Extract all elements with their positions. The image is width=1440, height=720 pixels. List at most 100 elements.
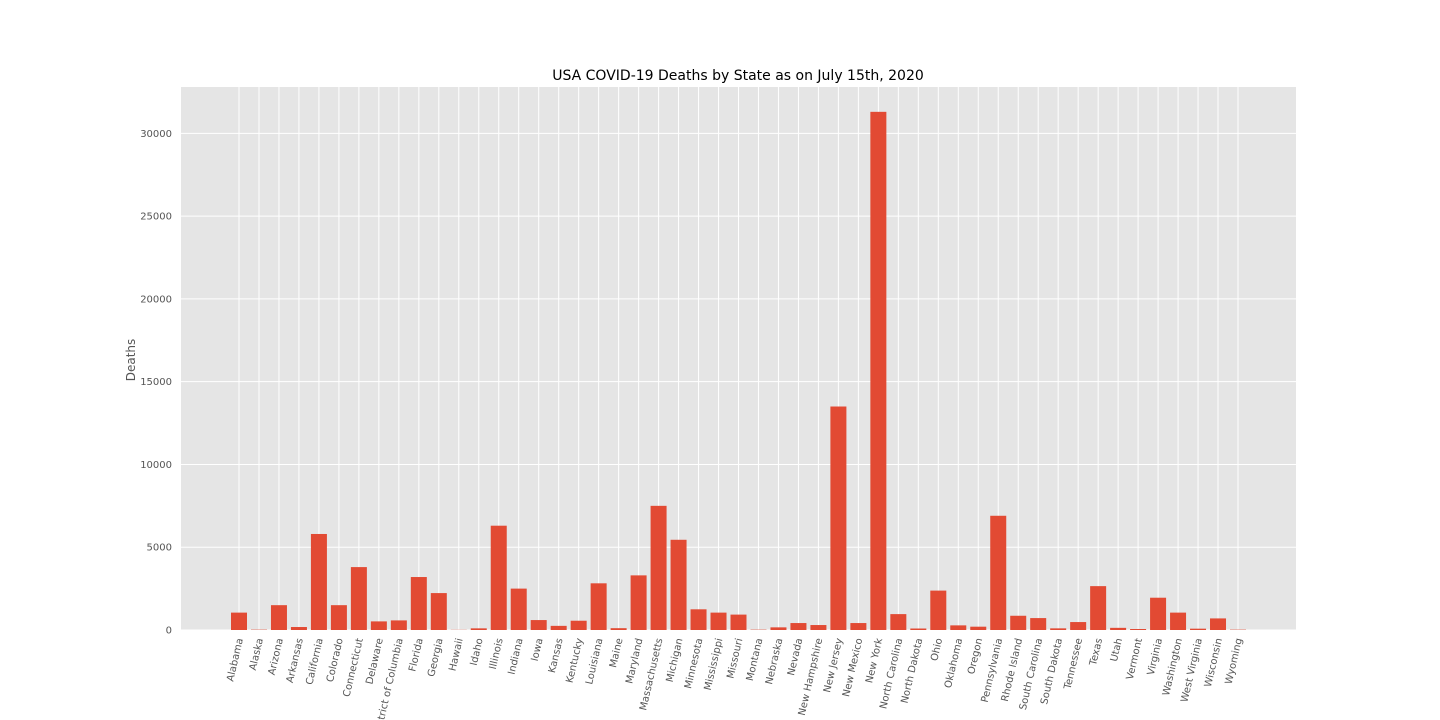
x-tick-label: Louisiana — [584, 637, 605, 685]
bar — [1050, 628, 1067, 630]
x-tick-label: Nebraska — [764, 637, 785, 685]
x-tick-label: Alaska — [248, 637, 266, 671]
x-tick-label: California — [304, 637, 325, 686]
bar — [490, 525, 507, 630]
x-tick-label: Florida — [407, 637, 425, 673]
x-tick-label: Nevada — [786, 637, 805, 677]
y-tick-label: 30000 — [140, 129, 172, 140]
chart-title: USA COVID-19 Deaths by State as on July … — [552, 68, 924, 84]
x-tick-label: Oregon — [966, 637, 985, 675]
x-tick-label: Maryland — [624, 637, 645, 685]
bar — [470, 628, 487, 630]
bar — [1150, 597, 1167, 630]
bar — [1070, 622, 1087, 630]
bar — [690, 609, 707, 630]
bar — [610, 628, 627, 630]
x-tick-label: Virginia — [1146, 637, 1165, 676]
bar — [570, 620, 587, 630]
bar — [390, 620, 407, 630]
bar — [370, 621, 387, 630]
x-tick-label: Maine — [608, 637, 625, 669]
bar — [850, 623, 867, 630]
bar — [890, 614, 907, 630]
bar — [270, 605, 287, 630]
x-tick-label: Idaho — [469, 637, 486, 667]
x-tick-label: Tennessee — [1062, 637, 1085, 691]
bar — [231, 612, 247, 630]
x-tick-label: Wyoming — [1224, 637, 1245, 685]
y-tick-label: 10000 — [140, 460, 172, 471]
x-tick-label: Iowa — [530, 637, 546, 662]
x-tick-label: Utah — [1109, 637, 1125, 663]
bar — [1010, 615, 1027, 630]
bar — [330, 605, 347, 630]
bar — [350, 567, 367, 630]
bar — [630, 575, 647, 630]
bar — [430, 593, 447, 630]
y-axis-label: Deaths — [124, 339, 138, 382]
x-tick-label: Indiana — [507, 637, 526, 676]
x-tick-label: Connecticut — [342, 637, 366, 698]
bar — [710, 612, 727, 630]
x-tick-label: Minnesota — [683, 637, 705, 690]
bar — [510, 588, 527, 630]
x-tick-label: New York — [864, 637, 885, 684]
bar — [290, 627, 307, 630]
bar — [990, 515, 1007, 630]
x-tick-label: West Virginia — [1180, 637, 1205, 703]
bar — [550, 625, 567, 630]
bar — [930, 590, 947, 630]
x-tick-label: New Jersey — [822, 637, 845, 694]
x-tick-label: Missouri — [725, 637, 745, 680]
bar — [1170, 612, 1187, 630]
x-tick-label: Delaware — [364, 637, 385, 685]
x-tick-label: Oklahoma — [943, 637, 965, 689]
x-tick-label: Ohio — [929, 637, 945, 662]
bar — [810, 625, 827, 630]
bar — [950, 625, 967, 630]
bar — [650, 505, 667, 630]
bar — [590, 583, 607, 630]
y-tick-label: 5000 — [147, 543, 172, 554]
bar — [1210, 618, 1227, 630]
bar — [870, 111, 887, 630]
y-tick-label: 25000 — [140, 212, 172, 223]
x-tick-label: Kentucky — [565, 637, 586, 684]
bar — [1110, 627, 1127, 630]
x-tick-label: Michigan — [665, 637, 686, 683]
x-tick-label: Hawaii — [447, 637, 465, 672]
bar — [410, 577, 427, 630]
x-tick-label: Mississippi — [703, 637, 726, 691]
bar — [770, 627, 787, 630]
bar — [1190, 628, 1207, 630]
bar — [310, 533, 327, 630]
x-tick-label: Montana — [745, 637, 766, 682]
x-tick-label: Texas — [1088, 637, 1105, 667]
bar — [530, 620, 547, 630]
x-tick-label: Alabama — [225, 637, 246, 682]
grid-lines — [181, 87, 1296, 631]
bar — [1090, 586, 1107, 630]
bar — [830, 406, 847, 630]
bar — [670, 539, 687, 630]
bar — [790, 623, 807, 630]
x-tick-label: Kansas — [547, 637, 566, 674]
y-tick-label: 0 — [166, 626, 172, 637]
bar — [1030, 618, 1047, 630]
y-axis-ticks: 0 5000 10000 15000 20000 25000 30000 — [140, 129, 172, 637]
x-tick-label: Arizona — [267, 637, 286, 676]
y-tick-label: 20000 — [140, 294, 172, 305]
x-tick-label: Wisconsin — [1203, 637, 1225, 688]
y-tick-label: 15000 — [140, 377, 172, 388]
x-tick-label: Vermont — [1125, 637, 1145, 681]
bar — [730, 614, 747, 630]
x-tick-label: New Mexico — [841, 637, 865, 698]
bar — [1130, 629, 1147, 630]
bars — [231, 111, 1246, 630]
bar — [970, 626, 987, 630]
x-tick-label: Washington — [1161, 637, 1185, 697]
x-tick-label: Arkansas — [285, 637, 306, 684]
x-tick-label: Georgia — [426, 637, 446, 678]
